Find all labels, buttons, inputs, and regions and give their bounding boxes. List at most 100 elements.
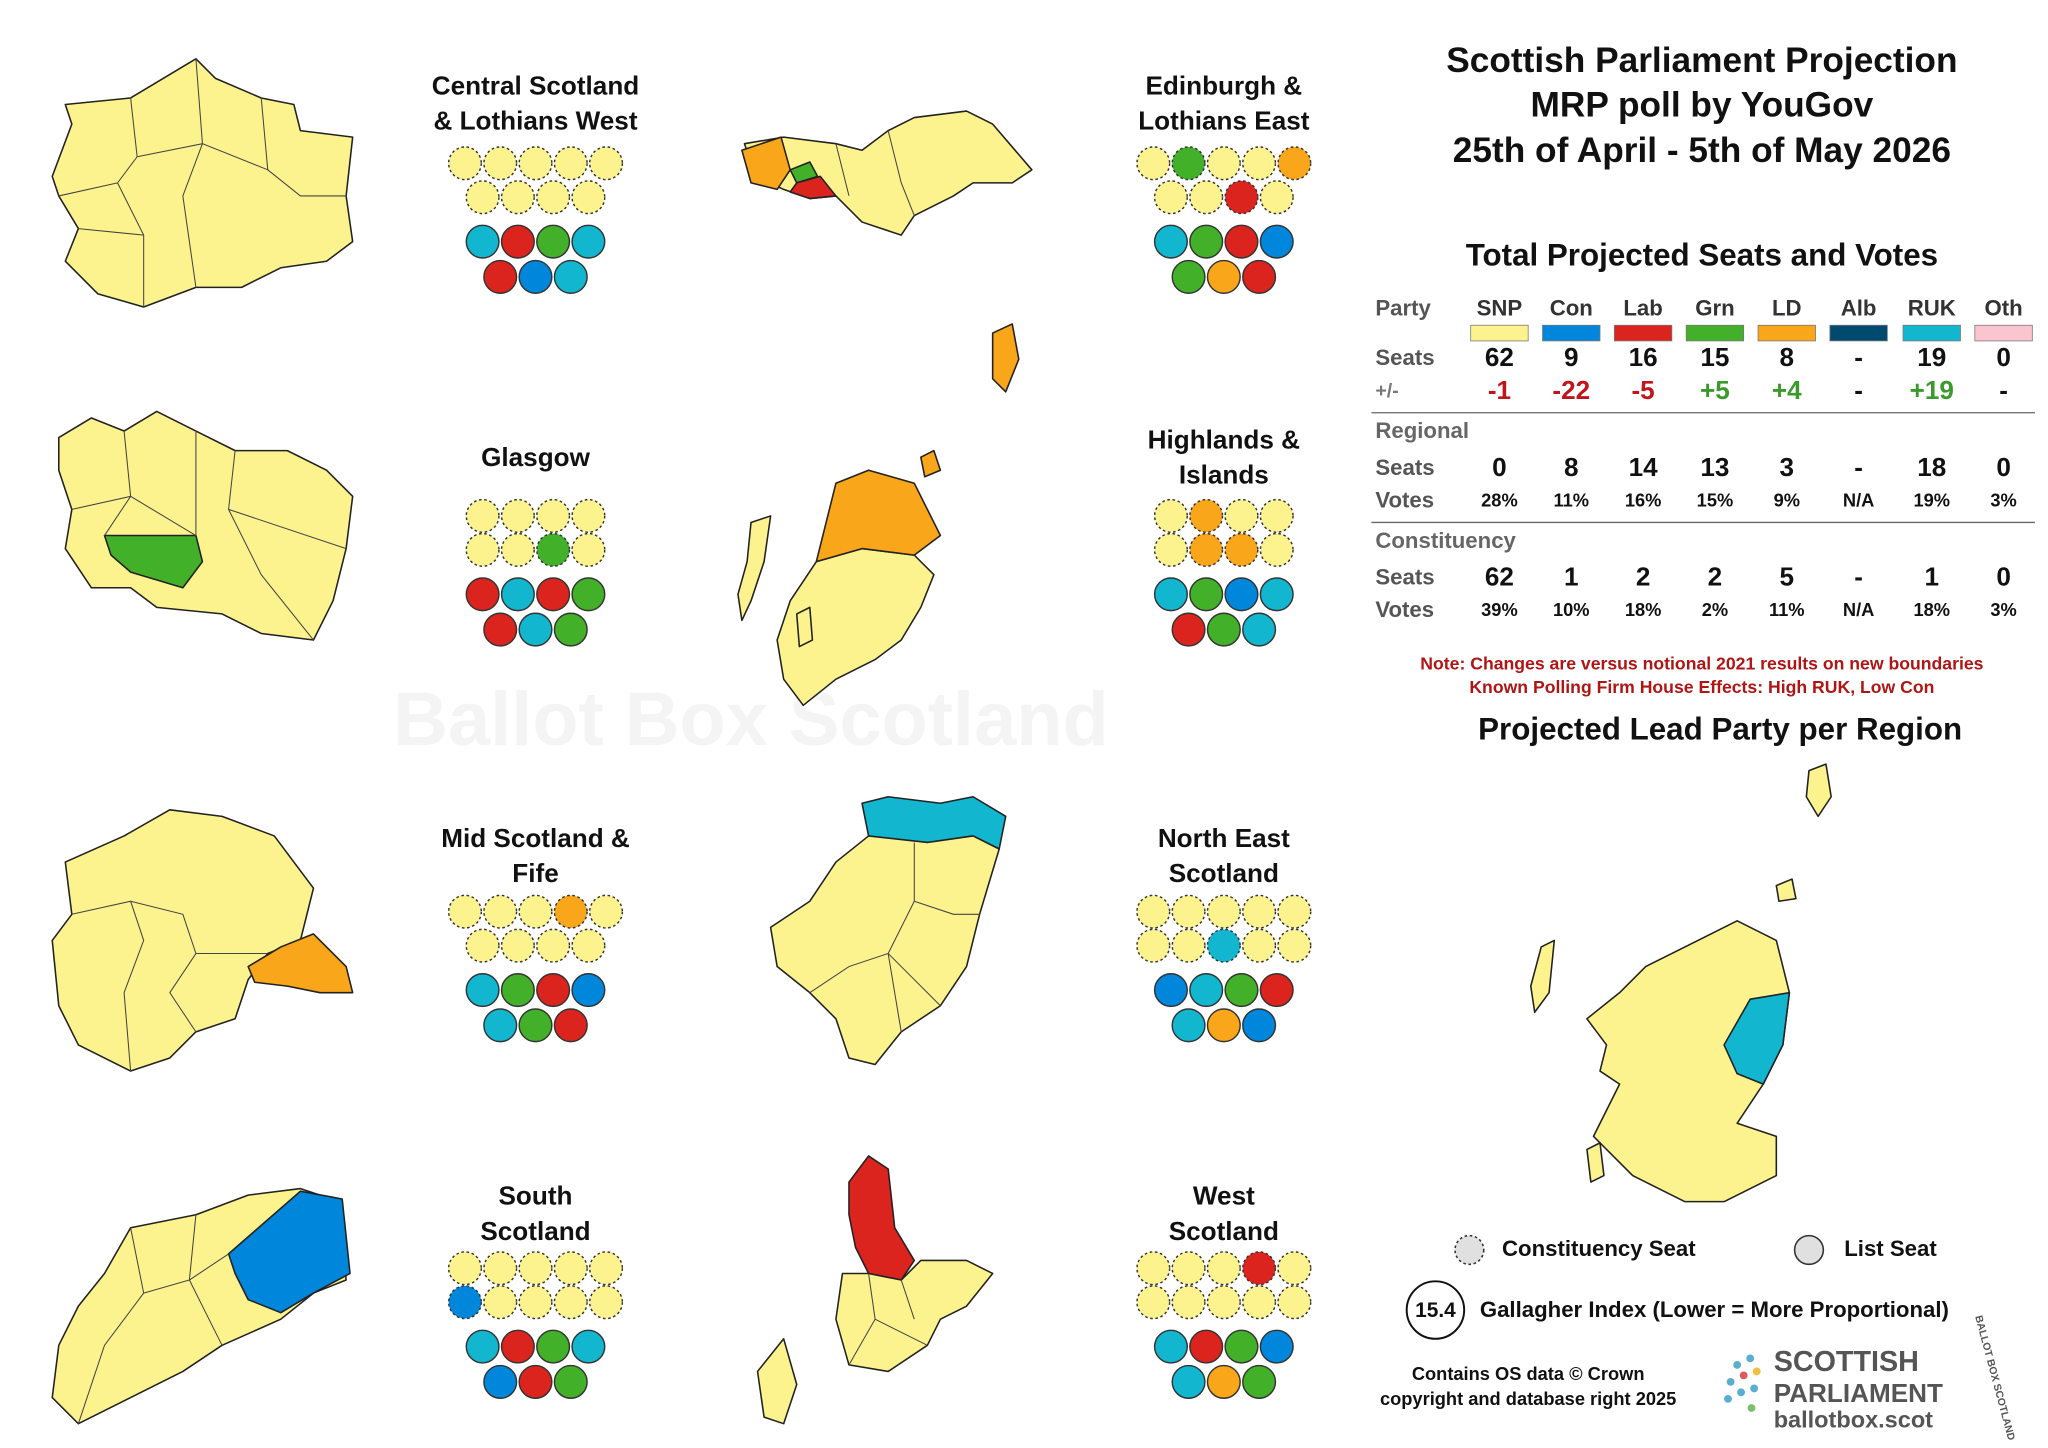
list-seat bbox=[465, 973, 500, 1008]
region-name: Central Scotland bbox=[432, 70, 639, 100]
constituency-seat bbox=[1242, 146, 1277, 181]
table-cell: -1 bbox=[1488, 375, 1511, 405]
constituency-seat bbox=[536, 532, 571, 567]
table-cell: 16% bbox=[1625, 489, 1662, 510]
table-cell: +4 bbox=[1772, 375, 1802, 405]
constituency-seat bbox=[1277, 894, 1312, 929]
list-seat bbox=[1189, 224, 1224, 259]
constituency-seat bbox=[571, 532, 606, 567]
list-seat bbox=[1259, 973, 1294, 1008]
party-swatch bbox=[1974, 324, 2033, 342]
table-cell: 9% bbox=[1774, 489, 1800, 510]
constituency-seat bbox=[447, 894, 483, 929]
constituency-seat bbox=[571, 928, 606, 963]
table-cell: 15 bbox=[1700, 342, 1729, 372]
table-title: Total Projected Seats and Votes bbox=[1466, 238, 1938, 273]
constituency-seat bbox=[1189, 498, 1224, 533]
constituency-seat bbox=[483, 146, 518, 181]
constituency-seat bbox=[1206, 1285, 1241, 1320]
region-name: Lothians East bbox=[1138, 106, 1309, 136]
constituency-seat bbox=[465, 498, 500, 533]
constituency-seat bbox=[1259, 180, 1294, 215]
list-seat bbox=[518, 612, 553, 647]
list-seat bbox=[571, 1329, 606, 1364]
party-name: LD bbox=[1772, 295, 1802, 320]
constituency-seat bbox=[500, 928, 535, 963]
constituency-seat bbox=[1171, 1285, 1206, 1320]
gallagher-circle bbox=[1405, 1280, 1466, 1340]
region-map bbox=[741, 110, 1033, 236]
constituency-seat bbox=[465, 180, 500, 215]
list-seat bbox=[571, 224, 606, 259]
list-seat bbox=[553, 1008, 588, 1043]
party-name: Grn bbox=[1695, 295, 1734, 320]
note: Known Polling Firm House Effects: High R… bbox=[1469, 677, 1934, 697]
table-cell: - bbox=[1999, 375, 2008, 405]
party-name: RUK bbox=[1908, 295, 1956, 320]
legend-label: Constituency Seat bbox=[1502, 1236, 1696, 1261]
logo-text: SCOTTISH bbox=[1774, 1346, 1919, 1378]
constituency-seat bbox=[1206, 146, 1241, 181]
table-cell: 0 bbox=[1996, 562, 2011, 592]
list-seat bbox=[465, 224, 500, 259]
table-cell: 0 bbox=[1492, 452, 1507, 482]
list-seat bbox=[1171, 1364, 1206, 1399]
title: MRP poll by YouGov bbox=[1531, 85, 1874, 124]
list-seat bbox=[1224, 973, 1259, 1008]
constituency-seat bbox=[500, 180, 535, 215]
list-seat bbox=[1259, 224, 1294, 259]
table-cell: - bbox=[1854, 342, 1863, 372]
table-cell: +5 bbox=[1700, 375, 1730, 405]
constituency-seat bbox=[571, 180, 606, 215]
region-name: Fife bbox=[512, 858, 558, 888]
lead-map bbox=[1529, 763, 1832, 1203]
table-cell: 28% bbox=[1481, 489, 1518, 510]
region-name: Islands bbox=[1179, 460, 1269, 490]
constituency-seat bbox=[518, 146, 553, 181]
table-cell: +19 bbox=[1910, 375, 1954, 405]
party-swatch bbox=[1829, 324, 1888, 342]
row-label: +/- bbox=[1375, 380, 1398, 402]
constituency-seat bbox=[518, 1251, 553, 1286]
constituency-seat bbox=[1136, 1285, 1171, 1320]
party-name: Alb bbox=[1841, 295, 1877, 320]
credit: copyright and database right 2025 bbox=[1380, 1388, 1676, 1409]
list-seat bbox=[500, 577, 535, 612]
constituency-seat bbox=[1242, 928, 1277, 963]
table-cell: 3 bbox=[1780, 452, 1795, 482]
logo-text: ballotbox.scot bbox=[1774, 1406, 1933, 1432]
constituency-seat bbox=[553, 146, 588, 181]
region-map bbox=[756, 1155, 994, 1425]
logo: SCOTTISH PARLIAMENT ballotbox.scot BALLO… bbox=[1724, 1314, 2016, 1442]
row-label: Seats bbox=[1375, 345, 1434, 370]
list-seat bbox=[465, 1329, 500, 1364]
list-seat bbox=[1171, 259, 1206, 294]
region-name: North East bbox=[1158, 823, 1290, 853]
party-name: Oth bbox=[1984, 295, 2022, 320]
region-map bbox=[57, 410, 354, 641]
table-cell: 1 bbox=[1564, 562, 1579, 592]
constituency-seat bbox=[1153, 498, 1188, 533]
constituency-seat bbox=[1242, 1251, 1277, 1286]
list-seat bbox=[1206, 259, 1241, 294]
table-cell: 2 bbox=[1708, 562, 1723, 592]
party-swatch bbox=[1757, 324, 1816, 342]
constituency-seat bbox=[1242, 1285, 1277, 1320]
table-cell: 2 bbox=[1636, 562, 1651, 592]
constituency-seat bbox=[1259, 532, 1294, 567]
constituency-seat bbox=[1224, 498, 1259, 533]
constituency-seat bbox=[1277, 928, 1312, 963]
list-seat bbox=[1224, 577, 1259, 612]
list-seat bbox=[1189, 973, 1224, 1008]
constituency-seat bbox=[518, 1285, 553, 1320]
region-name: Glasgow bbox=[481, 442, 591, 472]
lead-map-title: Projected Lead Party per Region bbox=[1478, 712, 1962, 747]
constituency-seat bbox=[1206, 928, 1241, 963]
party-swatch bbox=[1613, 324, 1673, 342]
constituency-seat bbox=[588, 894, 624, 929]
table-cell: 0 bbox=[1996, 452, 2011, 482]
region-map bbox=[51, 1187, 351, 1425]
list-seat bbox=[518, 1364, 553, 1399]
